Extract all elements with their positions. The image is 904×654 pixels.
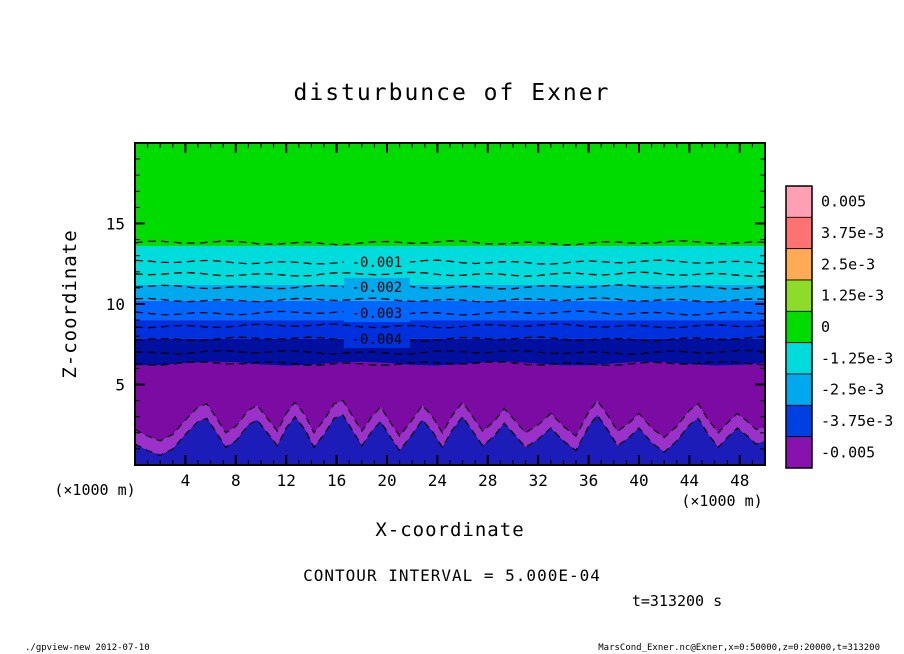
colorbar-label: -3.75e-3	[821, 412, 893, 430]
y-axis-unit: (×1000 m)	[54, 481, 135, 499]
colorbar-label: 1.25e-3	[821, 287, 884, 305]
time-annotation: t=313200 s	[632, 592, 722, 610]
contour-fill-bands	[135, 143, 765, 465]
x-tick-label: 16	[327, 471, 346, 490]
contour-label-bg	[343, 277, 410, 296]
x-tick-label: 20	[377, 471, 396, 490]
contour-line	[135, 259, 765, 265]
footer-right-text: MarsCond_Exner.nc@Exner,x=0:50000,z=0:20…	[598, 643, 880, 653]
colorbar-label: 0	[821, 318, 830, 336]
colorbar-cell	[785, 436, 813, 469]
colorbar-cell	[785, 185, 813, 218]
colorbar: 0.005 3.75e-3 2.5e-3 1.25e-3 0 -1.25e-3 -2.5e-…	[785, 185, 893, 469]
x-tick-label: 28	[478, 471, 497, 490]
x-tick-label: 44	[680, 471, 699, 490]
contour-interval-text: CONTOUR INTERVAL = 5.000E-04	[303, 566, 601, 585]
contour-line	[135, 323, 765, 329]
colorbar-cell	[785, 342, 813, 375]
tone-band	[135, 246, 765, 285]
terrain-region	[135, 415, 765, 465]
tone-band	[135, 284, 765, 301]
contour-line	[135, 360, 765, 367]
tone-band	[135, 300, 765, 321]
colorbar-cell	[785, 310, 813, 344]
contour-line	[135, 349, 765, 355]
tone-band	[135, 320, 765, 339]
contour-line	[135, 240, 765, 246]
x-tick-label: 40	[629, 471, 648, 490]
y-tick-label: 5	[115, 376, 125, 395]
contour-line-terrain	[135, 414, 765, 456]
colorbar-label: 2.5e-3	[821, 255, 875, 273]
colorbar-cell	[785, 404, 813, 438]
x-axis-unit: (×1000 m)	[681, 492, 762, 510]
contour-label: -0.004	[352, 332, 403, 348]
y-axis-label: Z-coordinate	[59, 229, 81, 378]
colorbar-frame	[785, 185, 813, 469]
x-tick-label: 4	[181, 471, 191, 490]
contour-label: -0.003	[352, 306, 403, 322]
contour-line-terrain	[135, 399, 765, 442]
colorbar-label: -2.5e-3	[821, 381, 884, 399]
contour-line	[135, 271, 765, 277]
x-tick-label: 24	[428, 471, 447, 490]
colorbar-label: -1.25e-3	[821, 349, 893, 367]
y-tick-label: 10	[106, 295, 125, 314]
x-axis-label: X-coordinate	[375, 519, 524, 541]
contour-label-bg	[343, 253, 410, 272]
x-tick-label: 12	[277, 471, 296, 490]
contour-line-labels: -0.001 -0.002 -0.003 -0.004	[343, 253, 410, 348]
colorbar-cell	[785, 373, 813, 406]
colorbar-cell	[785, 248, 813, 281]
tone-band	[135, 143, 765, 247]
colorbar-label: 3.75e-3	[821, 224, 884, 242]
footer-left-text: ./gpview-new 2012-07-10	[25, 643, 150, 653]
contour-line	[135, 336, 765, 342]
contour-lines	[135, 240, 765, 456]
contour-line	[135, 310, 765, 316]
x-tick-label: 32	[529, 471, 548, 490]
colorbar-cell	[785, 279, 813, 312]
colorbar-label: 0.005	[821, 193, 866, 211]
x-tick-label: 8	[231, 471, 241, 490]
x-tick-label: 36	[579, 471, 598, 490]
contour-line	[135, 284, 765, 290]
tone-band-fringe	[135, 400, 765, 456]
y-tick-label: 15	[106, 215, 125, 234]
contour-line	[135, 297, 765, 303]
contour-label: -0.002	[352, 280, 403, 296]
chart-title: disturbunce of Exner	[294, 80, 611, 106]
colorbar-label: -0.005	[821, 443, 875, 461]
plot-frame	[134, 142, 766, 466]
contour-label-bg	[343, 329, 410, 348]
contour-label-bg	[343, 304, 410, 323]
colorbar-cell	[785, 216, 813, 250]
contour-label: -0.001	[352, 255, 403, 271]
x-tick-label: 48	[730, 471, 749, 490]
